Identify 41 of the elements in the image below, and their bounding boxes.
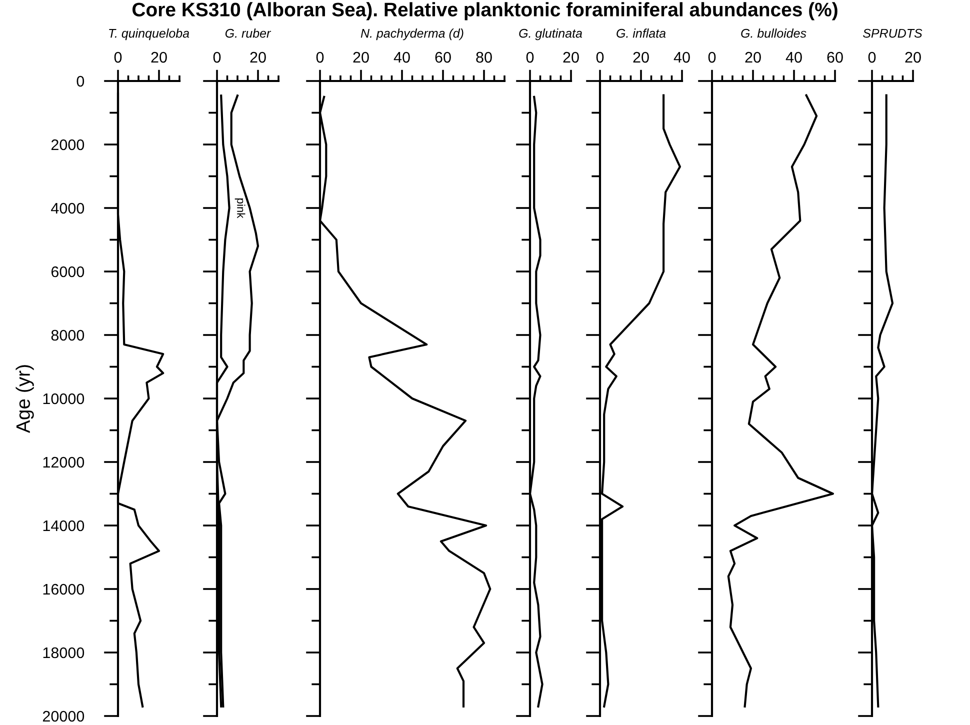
x-axis-title: SPRUDTS — [862, 28, 922, 38]
y-tick-label: 18000 — [43, 647, 84, 658]
x-tick-label: 0 — [596, 52, 604, 63]
text: Core KS310 (Alboran Sea). Relative planktonic foraminiferal abundances (%) — [132, 2, 838, 20]
x-tick-label: 20 — [563, 52, 579, 63]
x-tick-label: 20 — [353, 52, 369, 63]
y-tick-label: 6000 — [51, 266, 84, 278]
x-tick-label: 60 — [827, 52, 843, 63]
y-axis-title: Age (yr) — [16, 365, 34, 434]
x-axis-title: G. inflata — [616, 28, 666, 38]
y-tick-label: 10000 — [43, 393, 84, 404]
y-tick-label: 20000 — [42, 710, 84, 722]
x-axis-title: G. ruber — [225, 28, 272, 38]
x-tick-label: 0 — [708, 52, 716, 63]
x-tick-label: 20 — [250, 52, 266, 63]
y-tick-label: 2000 — [51, 139, 84, 150]
x-tick-label: 0 — [316, 52, 324, 63]
x-tick-label: 40 — [786, 52, 802, 63]
y-tick-label: 0 — [76, 76, 84, 87]
x-tick-label: 40 — [394, 52, 410, 63]
y-tick-label: 14000 — [43, 520, 84, 532]
x-tick-label: 0 — [526, 52, 534, 63]
y-tick-label: 8000 — [51, 330, 84, 341]
y-tick-label: 4000 — [51, 202, 84, 214]
x-tick-label: 0 — [868, 52, 876, 63]
x-tick-label: 0 — [213, 52, 221, 63]
x-tick-label: 80 — [476, 52, 492, 63]
x-tick-label: 20 — [745, 52, 761, 63]
x-axis-title: N. pachyderma (d) — [360, 28, 464, 40]
x-axis-title: G. glutinata — [519, 28, 582, 40]
x-tick-label: 40 — [674, 52, 690, 63]
x-axis-title: G. bulloides — [741, 28, 806, 38]
x-axis-title: T. quinqueloba — [109, 28, 190, 40]
x-tick-label: 60 — [435, 52, 451, 63]
text: pink — [234, 198, 246, 218]
x-tick-label: 20 — [905, 52, 921, 63]
x-tick-label: 20 — [151, 52, 167, 63]
y-tick-label: 16000 — [43, 584, 84, 595]
x-tick-label: 0 — [114, 52, 122, 63]
y-tick-label: 12000 — [43, 456, 84, 468]
x-tick-label: 20 — [633, 52, 649, 63]
